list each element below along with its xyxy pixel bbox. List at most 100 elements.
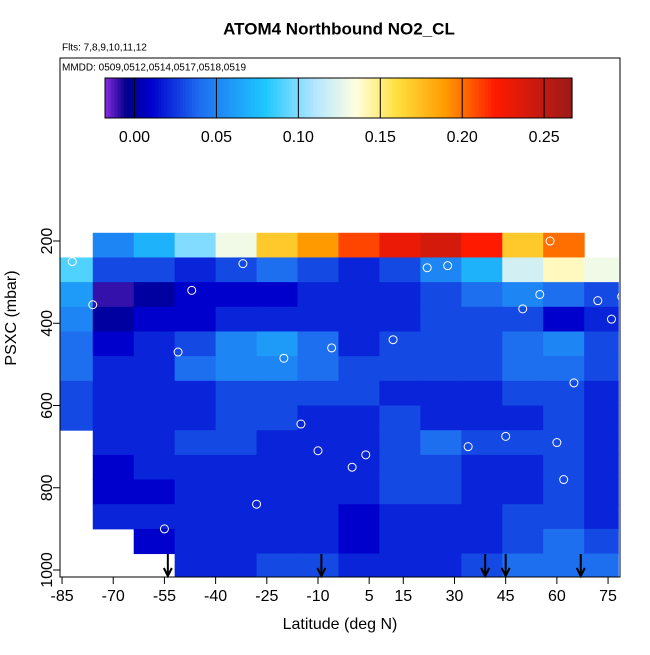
colorbar-slice — [534, 78, 539, 118]
colorbar-slice — [428, 78, 433, 118]
chart-title: ATOM4 Northbound NO2_CL — [223, 19, 455, 38]
x-tick-label: 30 — [446, 588, 464, 605]
heatmap-cell — [92, 282, 135, 308]
colorbar-slice — [453, 78, 458, 118]
colorbar-slice — [114, 78, 119, 118]
colorbar-slice — [525, 78, 530, 118]
colorbar-slice — [263, 78, 268, 118]
heatmap-cell — [543, 306, 585, 332]
colorbar-slice — [195, 78, 199, 118]
colorbar-slice — [422, 78, 427, 118]
heatmap-cell — [338, 282, 380, 308]
sample-point — [159, 524, 169, 534]
colorbar-slice — [419, 78, 424, 118]
heatmap-cell — [60, 405, 94, 431]
colorbar-slice — [406, 78, 411, 118]
colorbar-slice — [385, 78, 389, 118]
x-tick-label: -70 — [102, 588, 125, 605]
heatmap-cell — [338, 553, 380, 577]
heatmap-cell — [174, 232, 217, 258]
x-tick-label: -55 — [153, 588, 176, 605]
colorbar-slice — [357, 78, 361, 118]
heatmap-cell — [256, 331, 299, 357]
colorbar-slice — [142, 78, 147, 118]
colorbar-slice — [201, 78, 206, 118]
heatmap-cell — [92, 356, 135, 382]
heatmap-cell — [174, 405, 217, 431]
colorbar-slice — [537, 78, 542, 118]
heatmap-cell — [297, 282, 339, 308]
x-tick-label: 5 — [365, 588, 374, 605]
colorbar-slice — [220, 78, 224, 118]
colorbar-slice — [540, 78, 545, 118]
heatmap-cell — [256, 479, 299, 505]
heatmap-cell — [584, 454, 619, 481]
sample-point — [443, 261, 453, 271]
heatmap-cell — [379, 454, 421, 481]
heatmap-cell — [502, 380, 544, 407]
sample-point — [296, 419, 306, 429]
colorbar-slice — [151, 78, 156, 118]
colorbar-slice — [472, 78, 477, 118]
sample-point — [279, 353, 289, 363]
heatmap-cell — [215, 479, 258, 505]
heatmap-cell — [502, 528, 544, 555]
heatmap-cell — [174, 528, 217, 555]
heatmap-cell — [461, 553, 503, 577]
heatmap-cell — [420, 356, 462, 382]
colorbar-slice — [338, 78, 343, 118]
heatmap-cell — [297, 454, 339, 481]
heatmap-cell — [256, 282, 299, 308]
heatmap-cell — [379, 504, 421, 530]
heatmap-cell — [420, 454, 462, 481]
heatmap-cell — [215, 430, 258, 456]
colorbar-slice — [522, 78, 526, 118]
colorbar-slice — [270, 78, 274, 118]
heatmap-cell — [297, 356, 339, 382]
colorbar-slice — [497, 78, 501, 118]
heatmap-cell — [584, 356, 619, 382]
colorbar-slice — [475, 78, 480, 118]
heatmap-cell — [256, 380, 299, 407]
heatmap-cell — [133, 528, 176, 555]
heatmap-cell — [256, 504, 299, 530]
colorbar-slice — [232, 78, 237, 118]
colorbar-slice — [111, 78, 115, 118]
heatmap-cell — [338, 405, 380, 431]
heatmap-cell — [338, 454, 380, 481]
heatmap-cell — [60, 257, 94, 283]
colorbar-slice — [148, 78, 153, 118]
colorbar-slice — [447, 78, 452, 118]
colorbar-slice — [484, 78, 489, 118]
heatmap-cell — [379, 528, 421, 555]
colorbar-slice — [550, 78, 554, 118]
heatmap-cell — [133, 306, 176, 332]
heatmap-cell — [543, 282, 585, 308]
heatmap-cell — [174, 306, 217, 332]
heatmap-cell — [584, 504, 619, 530]
colorbar-slice — [354, 78, 358, 118]
heatmap-cell — [338, 528, 380, 555]
sample-point — [173, 347, 183, 357]
colorbar-slice — [161, 78, 165, 118]
heatmap-cell — [584, 331, 619, 357]
colorbar-slice — [369, 78, 374, 118]
heatmap-cell — [174, 454, 217, 481]
colorbar-slice — [105, 78, 109, 118]
heatmap-cell — [297, 257, 339, 283]
heatmap-cell — [92, 232, 135, 258]
colorbar-slice — [307, 78, 312, 118]
heatmap-cell — [92, 306, 135, 332]
heatmap-cell — [420, 528, 462, 555]
heatmap-cell — [543, 504, 585, 530]
heatmap-cell — [420, 380, 462, 407]
heatmap-cell — [461, 479, 503, 505]
heatmap-cell — [461, 257, 503, 283]
colorbar-slice — [466, 78, 470, 118]
heatmap-cell — [379, 430, 421, 456]
heatmap-cell — [92, 331, 135, 357]
heatmap-cell — [461, 380, 503, 407]
sample-point — [559, 475, 569, 485]
heatmap-cell — [92, 380, 135, 407]
colorbar-slice — [260, 78, 265, 118]
